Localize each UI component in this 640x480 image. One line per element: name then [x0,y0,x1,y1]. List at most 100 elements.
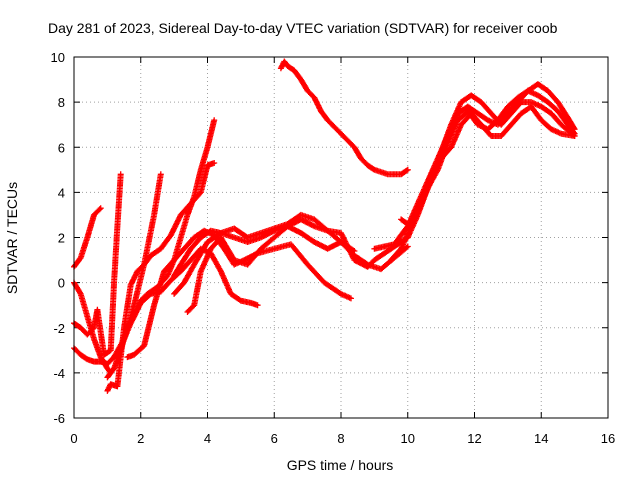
data-point [300,214,302,216]
data-point [490,112,492,115]
data-point [143,345,145,347]
data-point [386,173,389,176]
data-point [340,293,342,295]
data-point [186,311,189,313]
data-point [487,128,489,130]
data-point [86,315,89,318]
data-point [567,117,569,119]
data-point [93,326,95,329]
data-point [447,141,449,144]
data-point [193,196,195,198]
data-point [220,232,222,234]
data-point [256,304,259,306]
data-point [300,218,302,221]
data-point [360,157,362,160]
y-tick-labels: -6 -4 -2 0 2 4 6 8 10 [51,50,65,426]
data-point [109,383,112,385]
data-point [173,275,175,277]
data-point [159,290,162,293]
data-point [233,236,235,239]
data-point [300,78,302,81]
x-tick-labels: 0 2 4 6 8 10 12 14 16 [70,431,615,446]
x-tick-label: 2 [137,431,144,446]
data-point [300,232,302,234]
data-point [106,367,109,370]
data-point [206,146,209,149]
data-point [233,259,235,261]
data-point [200,191,202,194]
data-point [240,299,242,302]
data-point [510,123,513,126]
data-point [320,110,322,112]
series-s16 [404,87,578,241]
data-point [353,146,356,149]
data-point [406,169,409,171]
data-point [500,123,503,126]
data-point [366,164,369,167]
data-point [273,236,276,239]
data-point [159,173,162,176]
data-point [116,385,119,388]
data-point [210,229,212,232]
data-point [290,243,292,246]
data-point [293,69,296,72]
data-point [373,259,376,261]
data-point [86,236,89,239]
data-point [286,225,289,228]
data-point [180,236,182,239]
y-axis-label: SDTVAR / TECUs [4,182,20,294]
data-point [113,281,115,284]
data-point [79,354,82,356]
x-axis-label: GPS time / hours [287,457,394,473]
data-point [99,356,102,358]
data-point [180,214,182,216]
data-point [230,293,232,295]
data-point [326,247,329,250]
data-point [430,173,432,176]
data-point [193,236,195,239]
data-point [537,94,539,97]
data-point [169,279,172,282]
data-point [190,247,192,250]
data-point [460,101,462,103]
data-point [133,354,135,356]
y-tick-label: 8 [58,95,65,110]
data-point [500,135,503,137]
data-point [460,123,462,126]
y-tick-label: 2 [58,231,65,246]
data-point [530,101,533,103]
data-point [313,241,316,243]
data-point [450,146,452,149]
data-point [393,243,396,246]
data-point [286,65,289,67]
data-point [180,263,182,266]
data-point [390,259,392,261]
data-point [139,302,142,304]
y-tick-label: -6 [53,411,65,426]
data-point [400,173,402,176]
data-point [567,123,569,126]
data-point [260,247,262,250]
data-point [470,94,472,97]
data-point [233,227,235,230]
series-s8 [121,245,261,342]
data-point [246,241,249,243]
data-point [250,302,252,304]
data-point [406,245,409,248]
data-point [380,268,382,270]
data-point [200,236,202,239]
data-point [129,322,132,325]
data-point [400,218,402,221]
data-point [93,338,95,340]
data-point [406,236,409,239]
data-point [467,110,469,112]
data-point [89,225,92,228]
data-point [520,112,523,115]
data-point [183,247,185,250]
data-point [400,247,402,250]
data-point [477,123,479,126]
data-point [260,236,262,239]
data-point [206,164,209,167]
data-point [220,236,222,239]
